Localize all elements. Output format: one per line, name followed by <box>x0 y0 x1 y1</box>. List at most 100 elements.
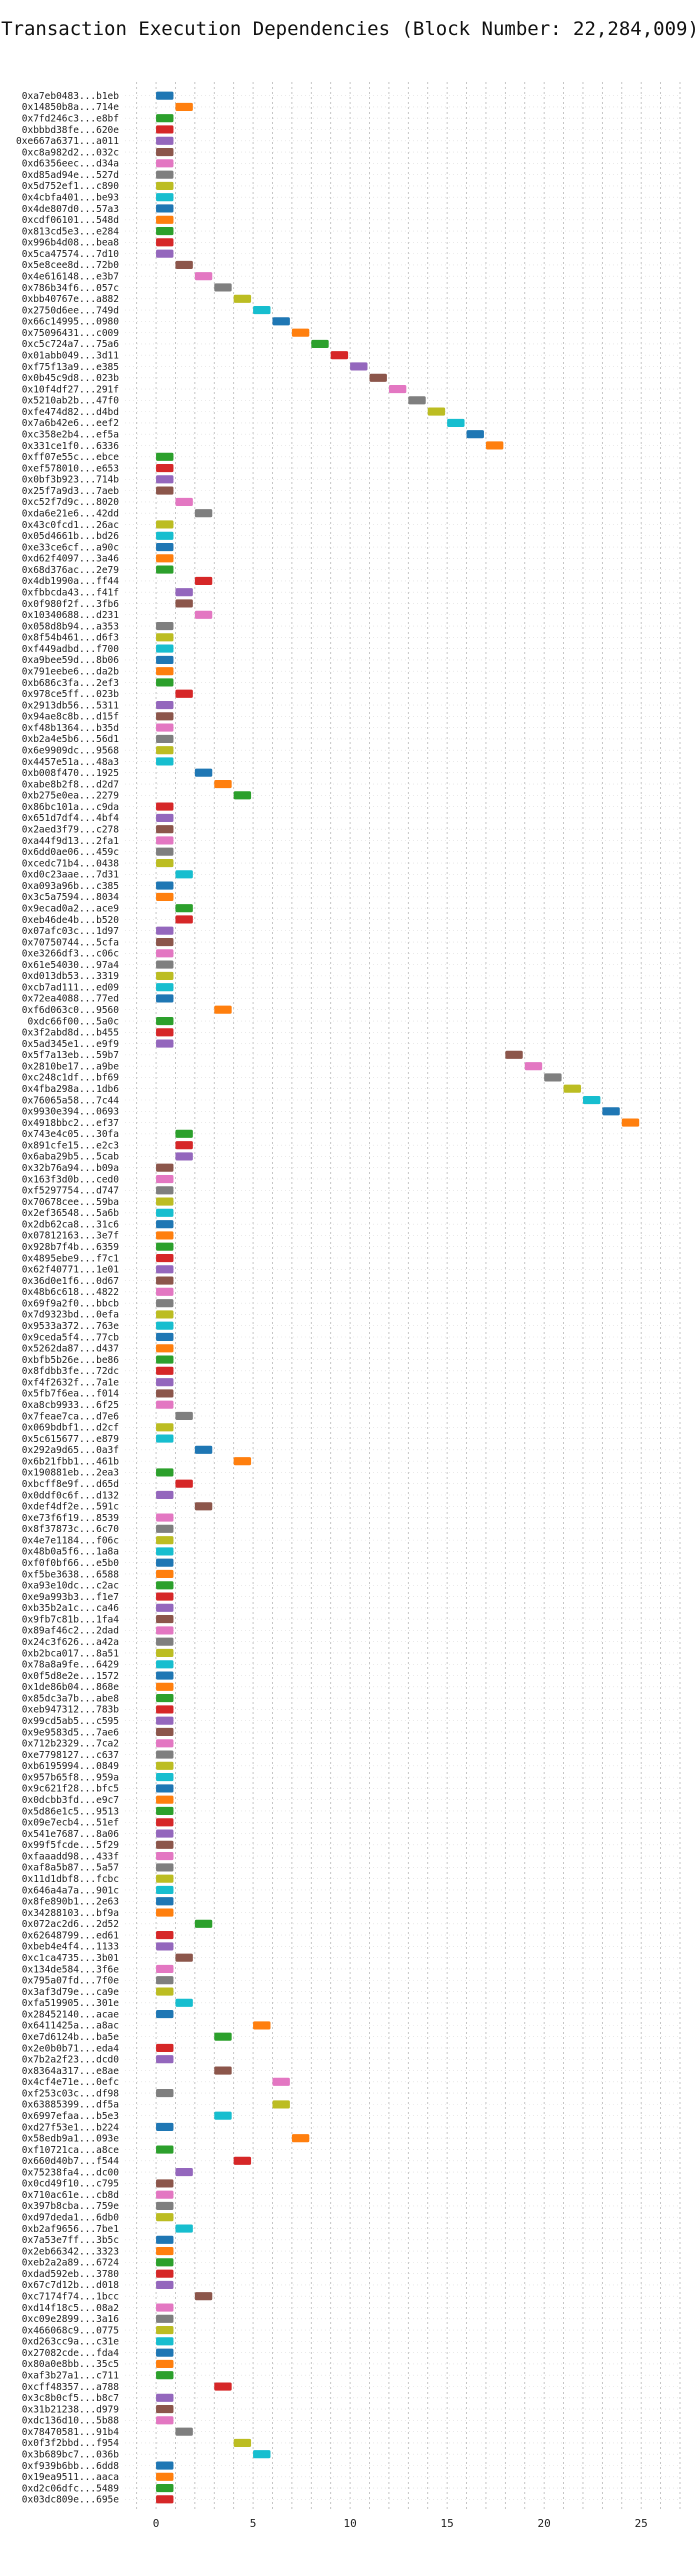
transaction-bar <box>156 2472 174 2481</box>
transaction-bar <box>156 1547 174 1556</box>
y-tick-label: 0x5f7a13eb...59b7 <box>22 1050 119 1061</box>
transaction-bar <box>156 1310 174 1319</box>
transaction-bar <box>156 1874 174 1883</box>
transaction-bar <box>156 1671 174 1680</box>
transaction-bar <box>175 1152 193 1161</box>
y-tick-label: 0x0bf3b923...714b <box>22 475 120 486</box>
transaction-bar <box>233 791 252 800</box>
y-tick-label: 0xd263cc9a...c31e <box>22 2337 120 2348</box>
y-tick-label: 0x0f5d8e2e...1572 <box>22 1671 119 1682</box>
y-tick-label: 0x2750d6ee...749d <box>22 305 119 316</box>
transaction-bar <box>156 746 174 755</box>
y-tick-label: 0x978ce5ff...023b <box>22 689 120 700</box>
transaction-bar <box>156 1818 174 1827</box>
y-tick-label: 0xa93e10dc...c2ac <box>22 1581 119 1592</box>
y-tick-label: 0x3b689bc7...036b <box>22 2450 120 2461</box>
transaction-bar <box>156 1581 174 1590</box>
y-tick-label: 0x660d40b7...f544 <box>22 2156 120 2167</box>
y-tick-label: 0x10340688...d231 <box>22 610 120 621</box>
y-tick-label: 0xcff48357...a788 <box>22 2382 120 2393</box>
transaction-bar <box>194 1919 213 1928</box>
y-tick-label: 0x07afc03c...1d97 <box>22 926 119 937</box>
y-tick-label: 0x86bc101a...c9da <box>22 802 119 813</box>
transaction-bar <box>156 1265 174 1274</box>
y-tick-label: 0x24c3f626...a42a <box>22 1637 119 1648</box>
y-tick-label: 0xfa519905...301e <box>22 1998 120 2009</box>
y-tick-label: 0x0ddf0c6f...d132 <box>22 1490 119 1501</box>
y-tick-label: 0x4fba298a...1db6 <box>22 1084 120 1095</box>
y-tick-label: 0xc7174f74...1bcc <box>22 2292 119 2303</box>
transaction-bar <box>156 892 174 901</box>
transaction-bar <box>156 227 174 236</box>
y-tick-label: 0x134de584...3f6e <box>22 1964 120 1975</box>
transaction-bar <box>233 2438 252 2447</box>
y-tick-label: 0x190881eb...2ea3 <box>22 1468 119 1479</box>
y-tick-label: 0xd2c06dfc...5489 <box>22 2483 120 2494</box>
y-tick-label: 0xaf8a5b87...5a57 <box>22 1863 119 1874</box>
transaction-bar <box>156 2326 174 2335</box>
transaction-bar <box>369 373 387 382</box>
y-tick-label: 0xd85ad94e...527d <box>22 170 119 181</box>
y-tick-label: 0xbcff8e9f...d65d <box>22 1479 119 1490</box>
y-tick-label: 0xdad592eb...3780 <box>22 2269 120 2280</box>
transaction-bar <box>194 1445 213 1454</box>
transaction-bar <box>156 1423 174 1432</box>
transaction-bar <box>156 193 174 202</box>
y-tick-label: 0x48b0a5f6...1a8a <box>22 1547 119 1558</box>
transaction-bar <box>156 2010 174 2019</box>
transaction-bar <box>156 1569 174 1579</box>
transaction-bar <box>156 949 174 958</box>
transaction-bar <box>156 136 174 145</box>
transaction-bar <box>156 148 174 157</box>
y-tick-label: 0x813cd5e3...e284 <box>22 226 120 237</box>
transaction-bar <box>233 2156 252 2165</box>
x-tick-label: 5 <box>250 2517 257 2530</box>
transaction-bar <box>156 181 174 190</box>
transaction-bar <box>175 904 193 913</box>
transaction-bar <box>156 204 174 213</box>
y-tick-label: 0x466068c9...0775 <box>22 2325 119 2336</box>
transaction-bar <box>156 1885 174 1895</box>
transaction-bar <box>291 2134 310 2143</box>
y-tick-label: 0x0f980f2f...3fb6 <box>22 599 120 610</box>
transaction-bar <box>156 1174 174 1184</box>
transaction-bar <box>175 102 193 111</box>
y-tick-label: 0xf10721ca...a8ce <box>22 2145 120 2156</box>
y-tick-label: 0x6411425a...a8ac <box>22 2021 119 2032</box>
y-tick-label: 0x0b45c9d8...023b <box>22 373 120 384</box>
transaction-bar <box>233 294 252 303</box>
transaction-bar <box>156 1468 174 1477</box>
transaction-bar <box>156 475 174 484</box>
transaction-bar <box>175 2224 193 2233</box>
transaction-bar <box>156 2484 174 2493</box>
y-tick-label: 0xf0f0bf66...e5b0 <box>22 1558 120 1569</box>
y-tick-label: 0x9533a372...763e <box>22 1321 120 1332</box>
transaction-bar <box>156 2280 174 2290</box>
transaction-bar <box>350 362 368 371</box>
y-tick-label: 0xcdf06101...548d <box>22 215 119 226</box>
transaction-bar <box>156 2269 174 2278</box>
transaction-bar <box>466 430 484 439</box>
transaction-bar <box>156 2179 174 2188</box>
x-tick-label: 15 <box>441 2517 454 2530</box>
y-tick-label: 0xe7798127...c637 <box>22 1750 119 1761</box>
transaction-bar <box>156 667 174 676</box>
y-tick-label: 0xeb947312...783b <box>22 1705 120 1716</box>
transaction-bar <box>156 644 174 653</box>
y-tick-label: 0x0cd49f10...c795 <box>22 2179 119 2190</box>
y-tick-label: 0xa093a96b...c385 <box>22 881 119 892</box>
transaction-bar <box>311 339 329 348</box>
y-tick-label: 0x31b21238...d979 <box>22 2404 120 2415</box>
transaction-bar <box>156 1648 174 1658</box>
transaction-bar <box>156 655 174 664</box>
x-tick-label: 10 <box>343 2517 356 2530</box>
y-tick-label: 0x2913db56...5311 <box>22 700 120 711</box>
y-tick-label: 0x10f4df27...291f <box>22 384 119 395</box>
transaction-bar <box>330 351 349 360</box>
y-tick-label: 0x5d752ef1...c890 <box>22 181 120 192</box>
y-tick-label: 0x36d0e1f6...0d67 <box>22 1276 119 1287</box>
transaction-bar <box>194 610 213 619</box>
y-tick-label: 0x05d4661b...bd26 <box>22 531 120 542</box>
transaction-bar <box>156 463 174 473</box>
y-tick-label: 0x48b6c618...4822 <box>22 1287 119 1298</box>
